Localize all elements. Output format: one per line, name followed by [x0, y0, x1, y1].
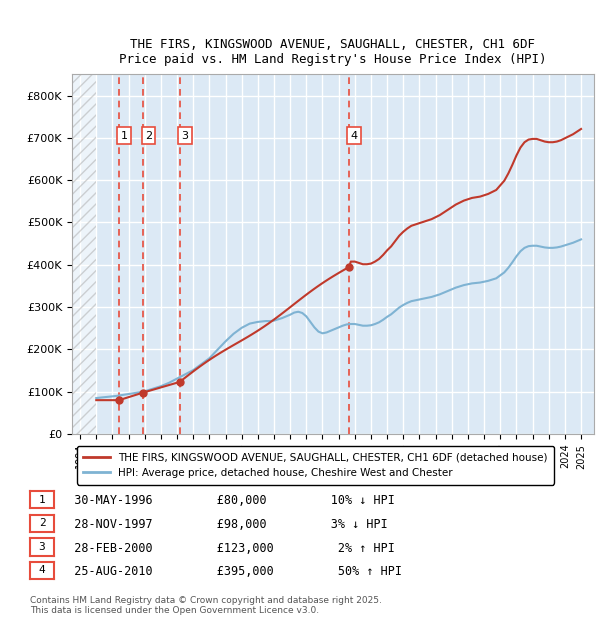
Text: 4: 4 — [351, 131, 358, 141]
Text: 28-NOV-1997         £98,000         3% ↓ HPI: 28-NOV-1997 £98,000 3% ↓ HPI — [60, 518, 388, 531]
Bar — [72, 74, 96, 434]
Text: 28-FEB-2000         £123,000         2% ↑ HPI: 28-FEB-2000 £123,000 2% ↑ HPI — [60, 542, 395, 554]
Text: 3: 3 — [181, 131, 188, 141]
Text: 25-AUG-2010         £395,000         50% ↑ HPI: 25-AUG-2010 £395,000 50% ↑ HPI — [60, 565, 402, 578]
Text: 30-MAY-1996         £80,000         10% ↓ HPI: 30-MAY-1996 £80,000 10% ↓ HPI — [60, 495, 395, 507]
Text: 3: 3 — [38, 542, 46, 552]
Title: THE FIRS, KINGSWOOD AVENUE, SAUGHALL, CHESTER, CH1 6DF
Price paid vs. HM Land Re: THE FIRS, KINGSWOOD AVENUE, SAUGHALL, CH… — [119, 38, 547, 66]
Text: Contains HM Land Registry data © Crown copyright and database right 2025.
This d: Contains HM Land Registry data © Crown c… — [30, 596, 382, 615]
Text: 4: 4 — [38, 565, 46, 575]
Text: 1: 1 — [38, 495, 46, 505]
Text: 2: 2 — [38, 518, 46, 528]
Text: 2: 2 — [145, 131, 152, 141]
Text: 1: 1 — [121, 131, 128, 141]
Legend: THE FIRS, KINGSWOOD AVENUE, SAUGHALL, CHESTER, CH1 6DF (detached house), HPI: Av: THE FIRS, KINGSWOOD AVENUE, SAUGHALL, CH… — [77, 446, 554, 485]
